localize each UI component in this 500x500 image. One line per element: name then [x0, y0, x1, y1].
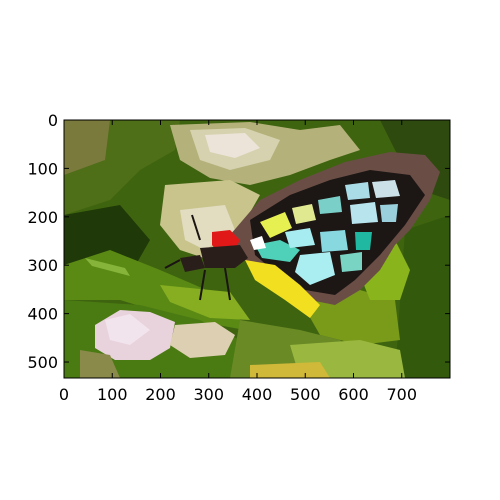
x-tick-label: 0: [59, 385, 69, 404]
y-tick-label: 500: [27, 353, 58, 372]
y-tick-label: 200: [27, 208, 58, 227]
x-tick-label: 500: [290, 385, 321, 404]
y-tick-label: 300: [27, 256, 58, 275]
y-axis: 0 100 200 300 400 500: [27, 111, 450, 372]
x-tick-label: 400: [242, 385, 273, 404]
y-tick-label: 0: [48, 111, 58, 130]
x-tick-label: 600: [338, 385, 369, 404]
x-tick-label: 100: [97, 385, 128, 404]
butterfly-image: [64, 120, 450, 378]
x-tick-label: 300: [193, 385, 224, 404]
x-tick-label: 200: [145, 385, 176, 404]
y-tick-label: 400: [27, 305, 58, 324]
x-axis: 0 100 200 300 400 500 600 700: [59, 120, 417, 404]
x-tick-label: 700: [386, 385, 417, 404]
y-tick-label: 100: [27, 159, 58, 178]
